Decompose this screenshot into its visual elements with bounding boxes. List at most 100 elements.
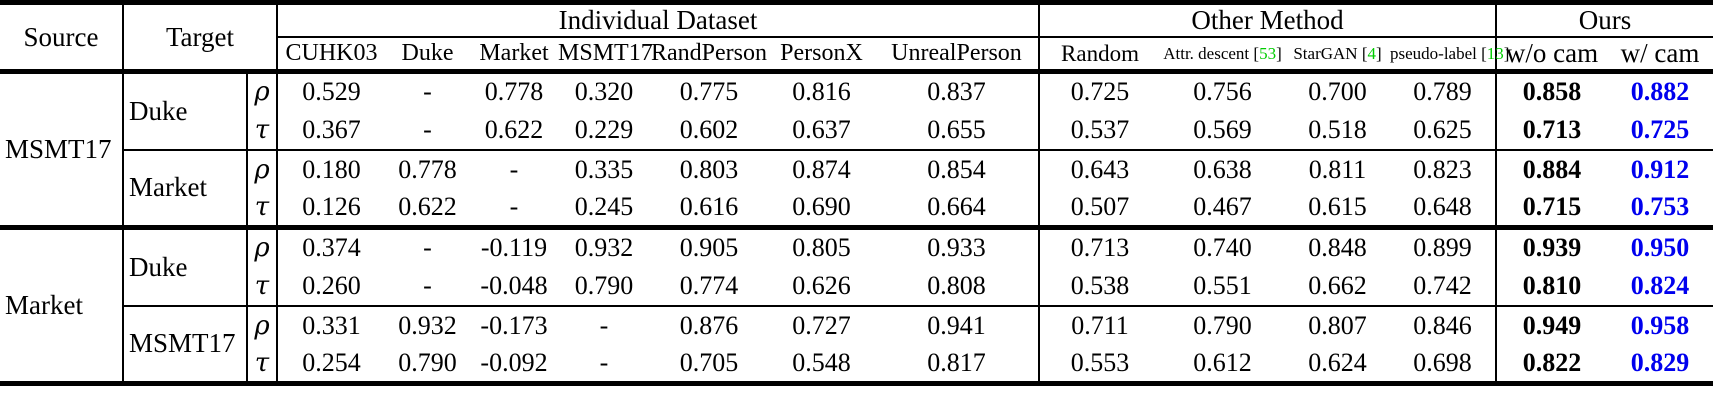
value-cell: 0.941 xyxy=(875,304,1040,345)
value-cell: - xyxy=(470,148,558,189)
value-cell: - xyxy=(558,304,650,345)
value-cell: 0.789 xyxy=(1390,71,1498,111)
col-header-market: Market xyxy=(470,37,558,74)
value-cell: 0.662 xyxy=(1308,270,1367,300)
value-cell: 0.698 xyxy=(1390,344,1498,384)
ours-w-cam-cell: 0.829 xyxy=(1630,347,1690,377)
value-cell: 0.713 xyxy=(1039,225,1160,267)
table-row: Market Duke ρ 0.374- -0.119 0.932 0.905 0.805 0.… xyxy=(0,225,1713,384)
metric-cell: ρ xyxy=(247,304,278,345)
value-cell: 0.551 xyxy=(1193,270,1252,300)
col-header-w-o-cam: w/o cam xyxy=(1496,37,1608,74)
value-cell: 0.774 xyxy=(679,270,739,300)
value-cell: 0.622 xyxy=(398,191,457,221)
value-cell: - xyxy=(509,191,519,221)
value-cell: 0.625 xyxy=(1390,110,1498,150)
value-cell: 0.624 xyxy=(1308,347,1367,377)
table-row: τ 0.367 - 0.622 0.229 0.602 0.637 0.655 0.537 0.5… xyxy=(0,110,1713,150)
ours-wo-cam-cell: 0.858 xyxy=(1522,77,1582,107)
value-cell: 0.538 xyxy=(1070,270,1130,300)
method-name: Random xyxy=(1061,40,1139,66)
value-cell: 0.655 xyxy=(875,110,1040,150)
value-cell: 0.705 xyxy=(679,347,739,377)
value-cell: 0.837 xyxy=(875,71,1040,111)
value-cell: 0.932 xyxy=(385,304,470,345)
group-header-individual-dataset: Individual Dataset xyxy=(277,2,1040,38)
value-cell: 0.876 xyxy=(650,304,768,345)
value-cell: 0.756 xyxy=(1193,77,1252,107)
value-cell: 0.790 xyxy=(1160,304,1285,345)
value-cell: 0.803 xyxy=(650,148,768,189)
ours-wo-cam-cell: 0.939 xyxy=(1496,225,1608,267)
metric-cell: τ xyxy=(247,266,278,306)
source-cell: MSMT17 xyxy=(0,71,124,228)
value-cell: - xyxy=(423,114,432,144)
value-cell: 0.260 xyxy=(302,270,361,300)
value-cell: 0.126 xyxy=(302,191,361,221)
table-row: Market ρ 0.180 0.778-0.335 0.803 0.874 0.854 0.… xyxy=(0,148,1713,228)
value-cell: 0.808 xyxy=(875,266,1040,306)
metric-cell: ρ xyxy=(247,71,278,111)
value-cell: 0.933 xyxy=(875,225,1040,267)
ours-w-cam-cell: 0.958 xyxy=(1607,304,1713,345)
value-cell: 0.553 xyxy=(1070,347,1130,377)
col-header-random: Random xyxy=(1039,37,1160,74)
table-row: τ 0.254 0.790 -0.092 - 0.705 0.548 0.817 0.553 0.… xyxy=(0,344,1713,384)
value-cell: 0.518 xyxy=(1308,114,1367,144)
col-header-randperson: RandPerson xyxy=(650,37,768,74)
value-cell: 0.638 xyxy=(1160,148,1285,189)
value-cell: 0.775 xyxy=(679,77,739,107)
target-cell: Duke xyxy=(123,225,248,306)
ours-w-cam-cell: 0.725 xyxy=(1630,114,1690,144)
subheader-row: CUHK03 Duke Market MSMT17 RandPerson PersonX U… xyxy=(0,37,1713,74)
method-name: StarGAN xyxy=(1293,43,1358,63)
value-cell: 0.823 xyxy=(1390,148,1498,189)
group-header-other-method: Other Method xyxy=(1039,2,1498,38)
value-cell: 0.320 xyxy=(574,77,634,107)
group-header-ours: Ours xyxy=(1496,2,1713,38)
group-header-row: Source Target Individual Dataset Other M… xyxy=(0,2,1713,74)
value-cell: 0.626 xyxy=(792,270,851,300)
value-cell: 0.664 xyxy=(875,188,1040,228)
value-cell: 0.790 xyxy=(574,270,634,300)
value-cell: 0.622 xyxy=(484,114,544,144)
value-cell: 0.848 xyxy=(1285,225,1390,267)
value-cell: 0.846 xyxy=(1390,304,1498,345)
ours-wo-cam-cell: 0.810 xyxy=(1522,270,1582,300)
value-cell: 0.615 xyxy=(1308,191,1367,221)
value-cell: 0.932 xyxy=(558,225,650,267)
value-cell: - xyxy=(423,77,432,107)
ours-w-cam-cell: 0.912 xyxy=(1607,148,1713,189)
value-cell: 0.725 xyxy=(1070,77,1130,107)
metric-cell: τ xyxy=(247,188,278,228)
metric-cell: τ xyxy=(247,344,278,384)
results-table: Source Target Individual Dataset Other M… xyxy=(0,0,1713,386)
value-cell: - xyxy=(385,225,470,267)
value-cell: 0.229 xyxy=(574,114,634,144)
value-cell: 0.690 xyxy=(792,191,851,221)
value-cell: -0.119 xyxy=(470,225,558,267)
value-cell: 0.507 xyxy=(1070,191,1130,221)
value-cell: 0.537 xyxy=(1070,114,1130,144)
col-header-msmt17: MSMT17 xyxy=(558,37,653,74)
ours-w-cam-cell: 0.824 xyxy=(1630,270,1690,300)
value-cell: 0.335 xyxy=(558,148,650,189)
col-header-pseudo-label: pseudo-label [13] xyxy=(1390,37,1509,74)
citation-number: 53 xyxy=(1259,43,1277,63)
ours-wo-cam-cell: 0.713 xyxy=(1522,114,1582,144)
table-row: τ 0.126 0.622 - 0.245 0.616 0.690 0.664 0.507 0.4… xyxy=(0,188,1713,228)
target-column-header: Target xyxy=(123,2,278,74)
value-cell: -0.048 xyxy=(480,270,548,300)
value-cell: 0.778 xyxy=(484,77,544,107)
value-cell: 0.805 xyxy=(768,225,875,267)
ours-wo-cam-cell: 0.949 xyxy=(1496,304,1608,345)
value-cell: -0.092 xyxy=(480,347,548,377)
value-cell: 0.874 xyxy=(768,148,875,189)
value-cell: 0.467 xyxy=(1193,191,1252,221)
value-cell: 0.742 xyxy=(1390,266,1498,306)
target-cell: MSMT17 xyxy=(123,304,248,384)
value-cell: 0.643 xyxy=(1039,148,1160,189)
metric-cell: τ xyxy=(247,110,278,150)
value-cell: 0.612 xyxy=(1193,347,1252,377)
value-cell: 0.807 xyxy=(1285,304,1390,345)
